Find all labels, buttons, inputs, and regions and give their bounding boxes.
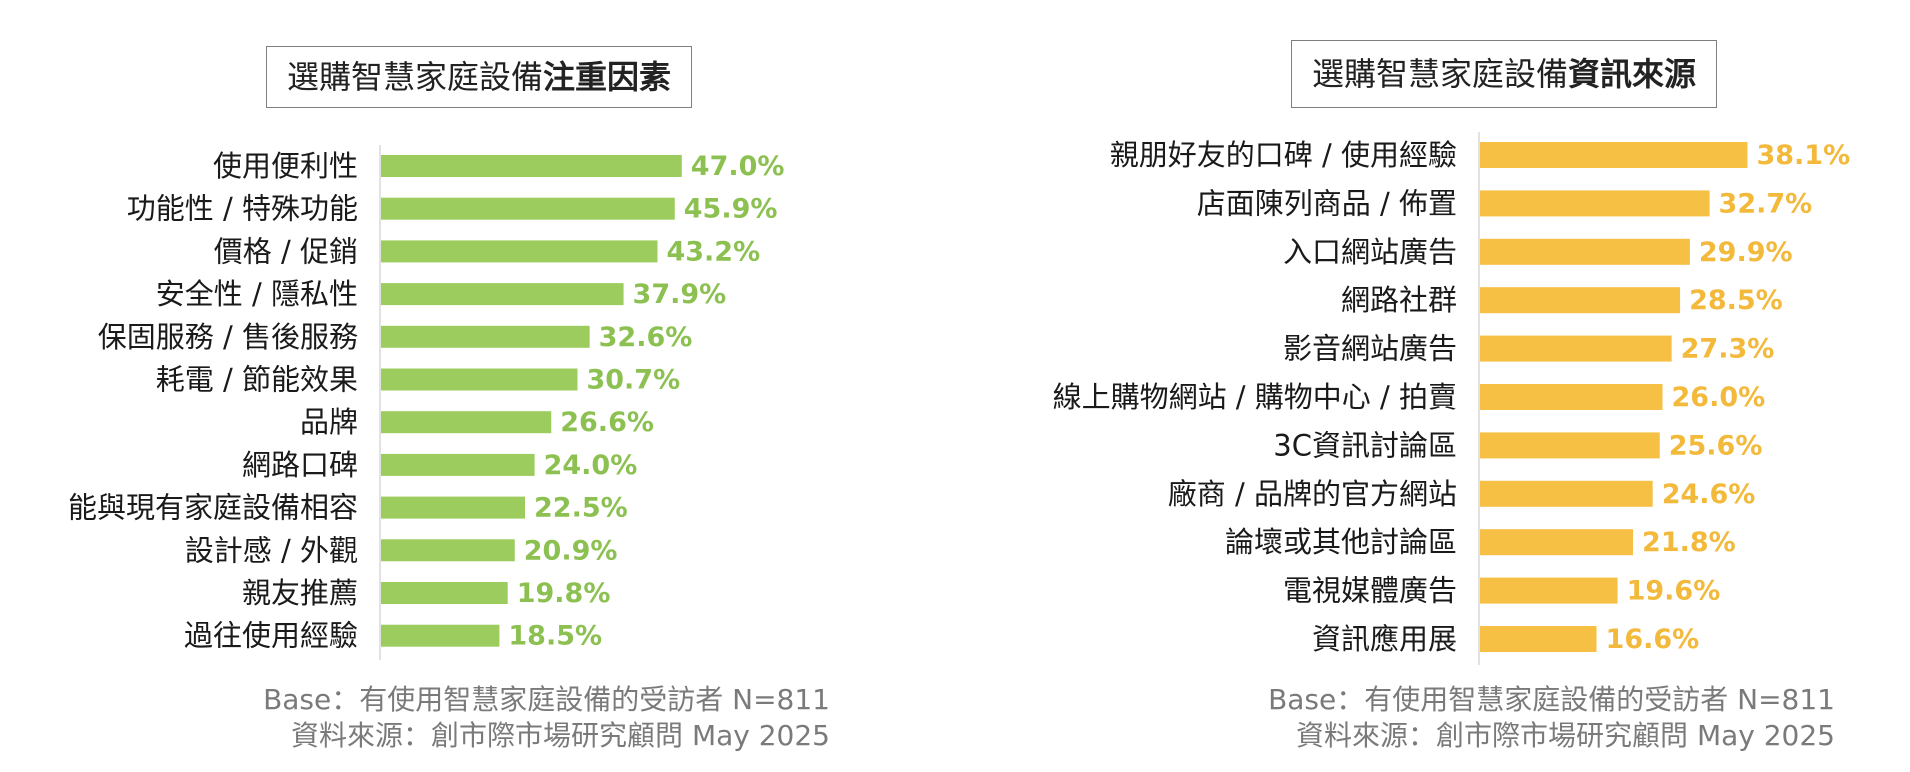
bar — [381, 197, 675, 220]
category-label: 論壞或其他討論區 — [1225, 525, 1457, 559]
category-label: 過往使用經驗 — [184, 619, 358, 653]
footnote-source: 資料來源：創市際市場研究顧問 May 2025 — [1296, 719, 1835, 752]
chart-title: 選購智慧家庭設備注重因素 — [266, 46, 692, 108]
data-label: 38.1% — [1756, 140, 1850, 171]
bar — [1480, 529, 1634, 556]
category-label: 入口網站廣告 — [1283, 235, 1457, 269]
data-label: 45.9% — [684, 194, 778, 225]
category-label: 資訊應用展 — [1312, 622, 1457, 656]
category-label: 網路社群 — [1341, 283, 1457, 317]
category-label: 影音網站廣告 — [1283, 332, 1457, 366]
category-label: 能與現有家庭設備相容 — [68, 491, 358, 525]
data-label: 29.9% — [1699, 237, 1793, 268]
bar — [381, 283, 624, 306]
chart-title-normal: 選購智慧家庭設備 — [1311, 55, 1568, 93]
data-label: 27.3% — [1681, 334, 1775, 365]
bar — [381, 539, 515, 562]
data-label: 18.5% — [508, 621, 602, 652]
data-label: 22.5% — [534, 493, 628, 524]
category-label: 親朋好友的口碑 / 使用經驗 — [1110, 138, 1457, 172]
category-label: 網路口碑 — [242, 448, 358, 482]
bar — [1480, 287, 1681, 314]
bar — [1480, 626, 1597, 652]
data-label: 43.2% — [666, 236, 760, 267]
category-label: 親友推薦 — [242, 576, 358, 610]
footnote-source: 資料來源：創市際市場研究顧問 May 2025 — [291, 719, 830, 752]
category-label: 使用便利性 — [213, 149, 358, 183]
category-label: 安全性 / 隱私性 — [156, 277, 358, 311]
bar — [1480, 142, 1748, 168]
bar — [381, 411, 552, 434]
data-label: 24.6% — [1662, 479, 1756, 510]
footnote-base: Base：有使用智慧家庭設備的受訪者 N=811 — [1268, 683, 1835, 716]
data-label: 30.7% — [586, 365, 680, 396]
chart-panel-factors: 選購智慧家庭設備注重因素 使用便利性 47.0% 功能性 / 特殊功能 45.9% 價格… — [68, 46, 830, 752]
bar-chart-sources: 親朋好友的口碑 / 使用經驗 38.1% 店面陳列商品 / 佈置 32.7% 入口網站廣… — [1053, 132, 1850, 665]
data-label: 19.6% — [1627, 576, 1721, 607]
chart-title-normal: 選購智慧家庭設備 — [286, 58, 543, 96]
bar — [381, 325, 590, 348]
category-label: 3C資訊討論區 — [1273, 428, 1457, 462]
bar — [1480, 432, 1660, 459]
bar — [381, 582, 508, 604]
data-label: 21.8% — [1642, 527, 1736, 558]
category-label: 廠商 / 品牌的官方網站 — [1168, 477, 1457, 511]
data-label: 28.5% — [1689, 285, 1783, 316]
category-label: 電視媒體廣告 — [1283, 574, 1457, 608]
bar — [381, 368, 578, 391]
bar — [381, 624, 500, 647]
data-label: 25.6% — [1669, 430, 1763, 461]
category-label: 設計感 / 外觀 — [185, 533, 358, 567]
category-label: 價格 / 促銷 — [214, 234, 358, 268]
bar — [1480, 238, 1690, 265]
chart-panel-sources: 選購智慧家庭設備資訊來源 親朋好友的口碑 / 使用經驗 38.1% 店面陳列商品 /… — [955, 0, 1910, 772]
bar — [1480, 480, 1653, 507]
data-label: 26.6% — [560, 407, 654, 438]
bar — [1480, 335, 1672, 362]
bar — [381, 453, 535, 476]
bar — [1480, 577, 1618, 604]
category-label: 品牌 — [300, 405, 358, 439]
chart-title: 選購智慧家庭設備資訊來源 — [1291, 40, 1717, 108]
data-label: 32.7% — [1719, 188, 1813, 219]
category-label: 保固服務 / 售後服務 — [98, 320, 358, 354]
category-label: 功能性 / 特殊功能 — [127, 192, 358, 226]
bar — [381, 496, 525, 519]
category-label: 線上購物網站 / 購物中心 / 拍賣 — [1053, 380, 1457, 414]
chart-title-bold: 注重因素 — [543, 58, 672, 96]
data-label: 26.0% — [1672, 382, 1766, 413]
bar — [1480, 384, 1663, 410]
bar — [1480, 190, 1710, 217]
category-label: 店面陳列商品 / 佈置 — [1197, 186, 1457, 220]
footnote-base: Base：有使用智慧家庭設備的受訪者 N=811 — [263, 683, 830, 716]
data-label: 32.6% — [599, 322, 693, 353]
data-label: 24.0% — [544, 450, 638, 481]
category-label: 耗電 / 節能效果 — [156, 363, 358, 397]
chart-title-bold: 資訊來源 — [1568, 55, 1697, 93]
data-label: 37.9% — [633, 279, 727, 310]
bar — [381, 155, 682, 177]
data-label: 16.6% — [1606, 624, 1700, 655]
data-label: 20.9% — [524, 535, 618, 566]
bar — [381, 240, 658, 263]
data-label: 47.0% — [691, 151, 785, 182]
bar-chart-factors: 使用便利性 47.0% 功能性 / 特殊功能 45.9% 價格 / 促銷 43.2% 安全性… — [68, 145, 785, 660]
data-label: 19.8% — [517, 578, 611, 609]
